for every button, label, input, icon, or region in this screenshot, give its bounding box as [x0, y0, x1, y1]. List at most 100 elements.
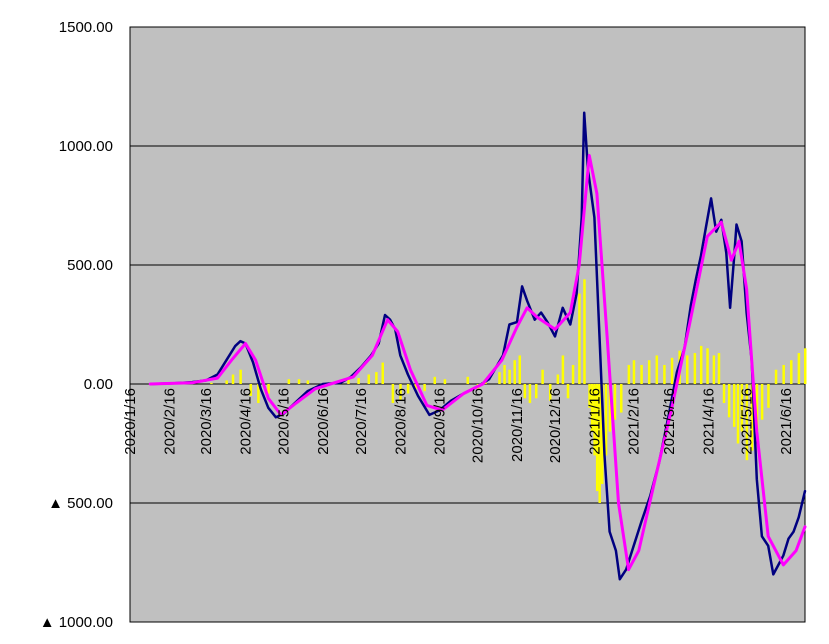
bar — [774, 369, 778, 384]
bar — [399, 384, 402, 401]
bar — [518, 355, 522, 384]
y-tick-label: 500.00 — [67, 257, 113, 274]
x-tick-label: 2021/3/16 — [661, 388, 678, 455]
bar — [257, 384, 260, 404]
bar — [750, 384, 754, 451]
bar — [593, 384, 596, 456]
x-tick-label: 2021/4/16 — [701, 388, 718, 455]
bar — [647, 360, 651, 384]
bar — [740, 384, 744, 432]
bar — [414, 384, 417, 389]
bar — [804, 348, 807, 384]
bar — [613, 384, 617, 420]
y-axis: 1500.00 1000.00 500.00 0.00 ▲ 500.00 ▲ 1000.0… — [40, 19, 113, 631]
bar — [670, 357, 674, 384]
bar — [595, 384, 599, 492]
bar — [790, 360, 793, 384]
x-tick-label: 2020/6/16 — [315, 388, 332, 455]
bar — [590, 384, 594, 432]
bar — [706, 348, 709, 384]
bar — [556, 374, 560, 384]
y-tick-label: ▲ 500.00 — [48, 495, 113, 512]
bar — [755, 384, 759, 432]
bar — [541, 369, 544, 384]
bar — [231, 374, 235, 384]
bar — [523, 384, 527, 399]
bar — [722, 384, 726, 404]
bar — [578, 293, 581, 384]
x-tick-label: 2020/8/16 — [392, 388, 409, 455]
bar — [267, 384, 270, 394]
x-tick-label: 2020/1/16 — [122, 388, 139, 455]
x-tick-label: 2020/4/16 — [237, 388, 254, 455]
bar — [767, 384, 770, 408]
bar — [249, 384, 253, 396]
bar — [598, 384, 601, 503]
bar — [712, 355, 716, 384]
series-line-magenta — [148, 154, 807, 572]
x-tick-label: 2021/6/16 — [778, 388, 795, 455]
bar — [583, 279, 586, 384]
x-tick-label: 2020/10/16 — [470, 388, 487, 463]
bar — [406, 384, 410, 394]
bar — [632, 360, 636, 384]
series-lines — [148, 111, 807, 581]
bar — [760, 384, 764, 420]
bar — [620, 384, 623, 413]
x-tick-label: 2020/9/16 — [432, 388, 449, 455]
bar — [287, 379, 291, 384]
bar — [239, 369, 242, 384]
yellow-bars — [210, 279, 807, 503]
y-tick-label: 1500.00 — [59, 19, 113, 36]
x-tick-label: 2020/11/16 — [509, 388, 526, 462]
y-tick-label: 1000.00 — [59, 138, 113, 155]
bar — [686, 355, 689, 384]
x-axis: 2020/1/16 2020/2/16 2020/3/16 2020/4/16 2020… — [122, 388, 795, 463]
bar — [640, 364, 643, 384]
x-tick-label: 2021/2/16 — [626, 388, 643, 455]
bar — [375, 372, 378, 384]
x-tick-label: 2021/1/16 — [586, 388, 603, 455]
bar — [508, 369, 511, 384]
x-tick-label: 2021/5/16 — [739, 388, 756, 455]
bar — [717, 353, 721, 384]
x-tick-label: 2020/5/16 — [276, 388, 293, 455]
bar — [297, 379, 301, 384]
bar — [466, 376, 469, 384]
bar — [693, 353, 697, 384]
bar — [732, 384, 736, 427]
bar — [357, 378, 360, 384]
bar — [391, 384, 395, 404]
x-tick-label: 2020/12/16 — [547, 388, 564, 463]
bar — [561, 355, 565, 384]
bar — [604, 384, 608, 456]
bar — [367, 374, 371, 384]
y-tick-label: 0.00 — [84, 376, 113, 393]
bar — [498, 372, 501, 384]
bar — [566, 384, 570, 399]
bar — [433, 376, 437, 384]
bar — [782, 364, 785, 384]
bar — [797, 353, 801, 384]
bar — [443, 379, 447, 384]
bar — [503, 364, 506, 384]
bar — [210, 382, 213, 384]
bar — [608, 384, 612, 432]
bar — [347, 379, 350, 384]
x-tick-label: 2020/7/16 — [353, 388, 370, 455]
bar — [627, 364, 631, 384]
x-tick-label: 2020/3/16 — [198, 388, 215, 455]
bar — [727, 384, 731, 418]
bar — [745, 384, 749, 461]
bar — [655, 355, 659, 384]
bar — [588, 384, 591, 408]
bar — [699, 345, 703, 384]
y-tick-label: ▲ 1000.00 — [40, 614, 113, 631]
bar — [513, 360, 516, 384]
bar — [528, 384, 532, 404]
bar — [663, 364, 666, 384]
bar — [225, 380, 228, 384]
bar — [423, 384, 426, 392]
bar — [535, 384, 538, 399]
